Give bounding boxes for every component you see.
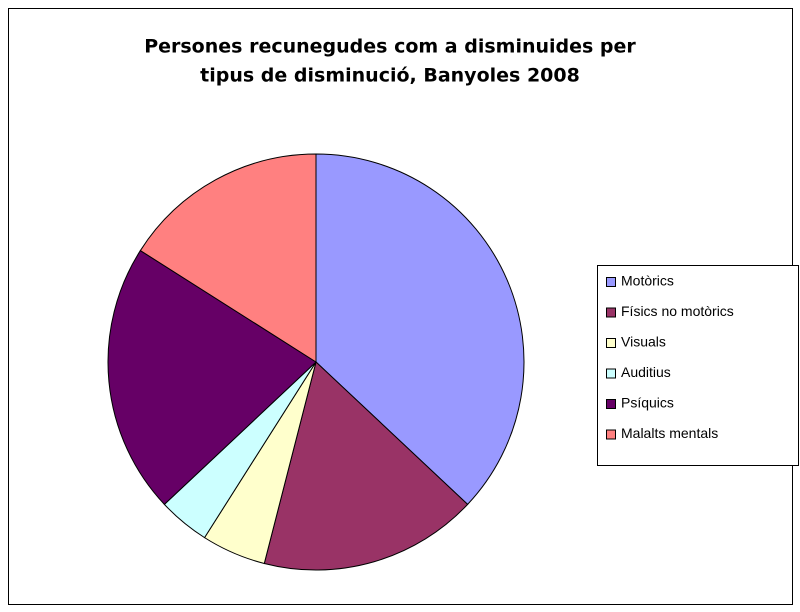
pie-slice (139, 153, 317, 363)
pie-slice (315, 153, 525, 506)
pie-slice (263, 361, 469, 571)
chart-title: tipus de disminució, Banyoles 2008 (200, 65, 580, 87)
legend-swatch (606, 307, 616, 318)
legend-label: Visuals (621, 334, 666, 350)
legend-label: Malalts mentals (621, 425, 718, 441)
legend-box (597, 265, 799, 466)
legend-swatch (606, 399, 616, 409)
legend-swatch (606, 368, 616, 379)
legend-label: Motòrics (621, 273, 674, 289)
legend-label: Físics no motòrics (621, 303, 734, 319)
legend-label: Psíquics (621, 395, 674, 411)
legend-label: Auditius (621, 364, 671, 380)
chart-title: Persones recunegudes com a disminuides p… (144, 36, 636, 58)
legend-swatch (606, 277, 616, 287)
pie-slice (107, 249, 317, 506)
legend-swatch (606, 429, 616, 440)
legend-swatch (606, 338, 616, 348)
